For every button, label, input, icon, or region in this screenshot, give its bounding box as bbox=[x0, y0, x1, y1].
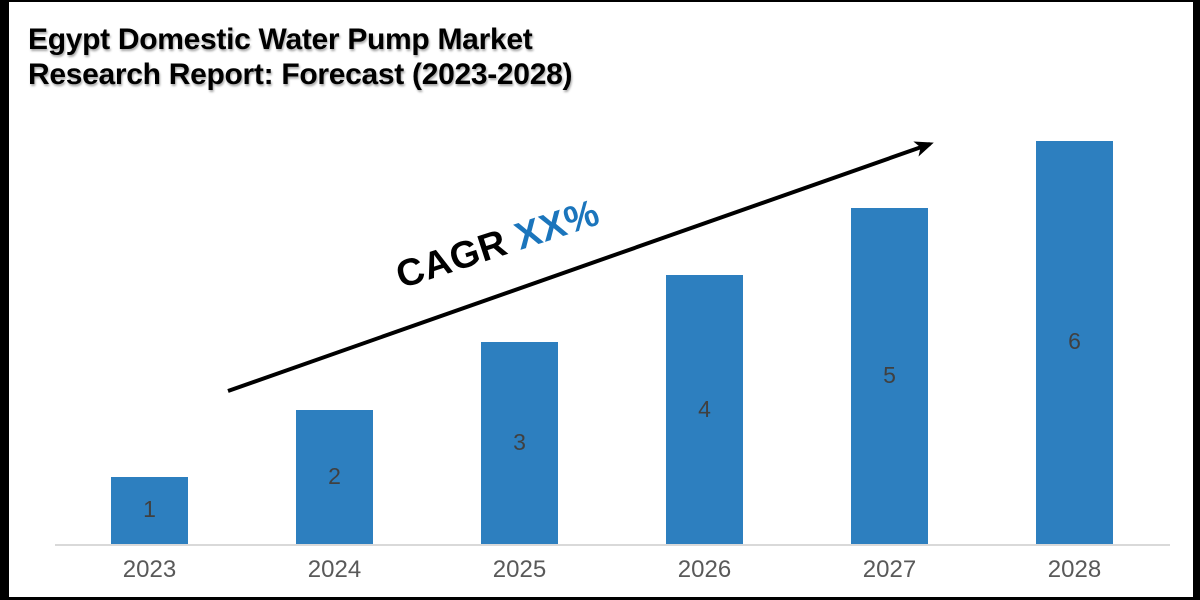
chart-title-line2: Research Report: Forecast (2023-2028) bbox=[28, 58, 573, 91]
trend-arrow-line bbox=[227, 141, 934, 393]
bar-value-label-2023: 1 bbox=[143, 496, 156, 523]
bar-value-label-2025: 3 bbox=[513, 429, 526, 456]
bar-value-label-2028: 6 bbox=[1068, 328, 1081, 355]
bar-2024: 2 bbox=[296, 409, 373, 544]
x-axis-line bbox=[55, 544, 1170, 546]
bar-2023: 1 bbox=[111, 476, 188, 544]
bar-value-label-2024: 2 bbox=[328, 462, 341, 489]
bar-value-label-2027: 5 bbox=[883, 362, 896, 388]
chart-title-line1: Egypt Domestic Water Pump Market bbox=[28, 23, 533, 56]
frame-edge-right bbox=[1193, 0, 1200, 600]
x-tick-label-2025: 2025 bbox=[492, 556, 547, 583]
frame-edge-bottom bbox=[0, 597, 1200, 600]
bar-2026: 4 bbox=[666, 275, 743, 544]
x-tick-label-2027: 2027 bbox=[862, 556, 917, 583]
x-tick-label-2028: 2028 bbox=[1047, 556, 1102, 583]
chart-title: Egypt Domestic Water Pump Market Researc… bbox=[28, 22, 572, 92]
frame-edge-left bbox=[0, 0, 9, 600]
bar-2025: 3 bbox=[481, 342, 558, 544]
bar-2027: 5 bbox=[851, 208, 928, 544]
bar-value-label-2026: 4 bbox=[698, 395, 711, 422]
frame-edge-top bbox=[0, 0, 1200, 2]
x-tick-label-2024: 2024 bbox=[307, 556, 362, 583]
bar-2028: 6 bbox=[1036, 140, 1113, 544]
x-tick-label-2023: 2023 bbox=[122, 556, 177, 583]
x-tick-label-2026: 2026 bbox=[677, 556, 732, 583]
